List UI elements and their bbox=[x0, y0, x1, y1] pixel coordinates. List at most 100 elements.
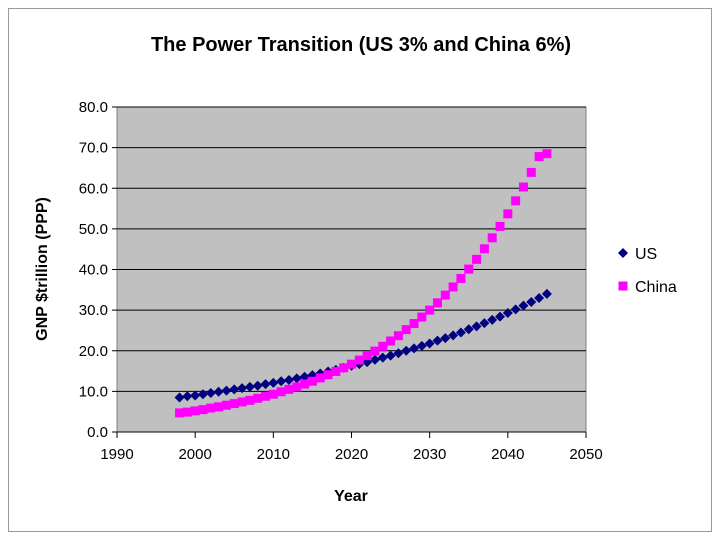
legend-label-china: China bbox=[635, 279, 677, 296]
data-point-us bbox=[174, 392, 185, 403]
data-point-us bbox=[276, 376, 287, 387]
data-point-china bbox=[354, 355, 364, 365]
data-point-us bbox=[369, 354, 380, 365]
data-point-china bbox=[495, 221, 505, 231]
x-axis: 1990 2000 2010 2020 2030 2040 2050 bbox=[100, 431, 603, 463]
data-point-china bbox=[245, 395, 255, 405]
data-point-china bbox=[386, 336, 396, 346]
data-point-china bbox=[237, 397, 247, 407]
y-axis: 0.0 10.0 20.0 30.0 40.0 50.0 60.0 70.0 80.0 bbox=[79, 99, 117, 441]
y-tick-label: 40.0 bbox=[79, 262, 108, 279]
data-point-us bbox=[416, 340, 427, 351]
data-point-us bbox=[432, 335, 443, 346]
chart-title: The Power Transition (US 3% and China 6%… bbox=[151, 34, 571, 56]
y-tick-label: 30.0 bbox=[79, 302, 108, 319]
data-point-china bbox=[300, 379, 310, 389]
data-point-china bbox=[347, 359, 356, 369]
data-point-us bbox=[534, 292, 545, 303]
data-point-us bbox=[221, 385, 232, 396]
data-point-us bbox=[229, 384, 240, 395]
data-point-us bbox=[213, 386, 224, 397]
y-tick-label: 10.0 bbox=[79, 383, 108, 400]
data-point-china bbox=[362, 351, 372, 361]
data-point-us bbox=[455, 327, 466, 338]
y-tick-label: 0.0 bbox=[87, 424, 108, 441]
x-tick-label: 2020 bbox=[335, 446, 368, 463]
x-axis-title: Year bbox=[334, 488, 368, 505]
data-point-china bbox=[261, 391, 271, 401]
data-point-china bbox=[370, 346, 380, 356]
data-point-us bbox=[440, 333, 451, 344]
y-tick-label: 50.0 bbox=[79, 221, 108, 238]
data-point-us bbox=[260, 379, 271, 390]
chart-svg: The Power Transition (US 3% and China 6%… bbox=[34, 34, 677, 505]
data-point-china bbox=[401, 325, 411, 335]
x-tick-label: 2050 bbox=[569, 446, 602, 463]
data-point-china bbox=[448, 282, 458, 292]
data-point-china bbox=[378, 341, 388, 351]
data-point-us bbox=[463, 324, 474, 335]
data-point-china bbox=[464, 264, 474, 274]
legend-marker-china bbox=[618, 281, 628, 291]
data-point-us bbox=[526, 297, 537, 307]
data-point-china bbox=[511, 196, 521, 206]
data-point-china bbox=[198, 405, 208, 415]
y-tick-label: 60.0 bbox=[79, 180, 108, 197]
chart-frame: The Power Transition (US 3% and China 6%… bbox=[8, 8, 712, 532]
y-axis-title: GNP $trillion (PPP) bbox=[34, 197, 51, 341]
data-point-china bbox=[331, 366, 341, 376]
y-tick-label: 70.0 bbox=[79, 140, 108, 157]
data-point-us bbox=[237, 383, 248, 394]
data-point-china bbox=[182, 407, 192, 417]
data-point-china bbox=[425, 305, 435, 315]
y-tick-label: 80.0 bbox=[79, 99, 108, 116]
data-point-china bbox=[190, 406, 200, 416]
data-point-china bbox=[542, 149, 552, 159]
data-point-china bbox=[292, 382, 302, 392]
legend-marker-us bbox=[618, 248, 628, 258]
data-point-us bbox=[283, 375, 294, 385]
data-series bbox=[174, 149, 552, 418]
data-point-us bbox=[510, 304, 521, 315]
data-point-us bbox=[393, 348, 404, 359]
data-point-us bbox=[518, 300, 529, 311]
x-tick-label: 2030 bbox=[413, 446, 446, 463]
data-point-china bbox=[534, 152, 544, 162]
data-point-us bbox=[299, 371, 310, 382]
y-tick-label: 20.0 bbox=[79, 343, 108, 360]
data-point-us bbox=[190, 390, 201, 401]
x-tick-label: 2040 bbox=[491, 446, 524, 463]
data-point-us bbox=[252, 380, 263, 391]
data-point-us bbox=[268, 377, 279, 388]
legend-label-us: US bbox=[635, 246, 657, 263]
data-point-us bbox=[541, 288, 552, 299]
data-point-china bbox=[214, 402, 224, 412]
data-point-china bbox=[307, 376, 317, 386]
data-point-us bbox=[424, 338, 435, 349]
data-point-china bbox=[518, 182, 528, 192]
data-point-china bbox=[253, 393, 263, 403]
x-tick-label: 2010 bbox=[257, 446, 290, 463]
data-point-china bbox=[268, 389, 278, 399]
data-point-china bbox=[284, 384, 294, 394]
data-point-china bbox=[206, 403, 216, 413]
x-tick-label: 1990 bbox=[100, 446, 133, 463]
data-point-us bbox=[448, 330, 459, 341]
data-point-china bbox=[526, 167, 536, 177]
data-point-china bbox=[503, 209, 513, 219]
data-point-china bbox=[276, 387, 286, 397]
data-point-us bbox=[197, 389, 208, 400]
data-point-us bbox=[401, 345, 412, 356]
data-point-china bbox=[229, 399, 239, 409]
data-point-china bbox=[339, 363, 349, 373]
data-point-us bbox=[205, 388, 216, 398]
data-point-china bbox=[487, 233, 497, 243]
data-point-china bbox=[393, 331, 403, 341]
data-point-us bbox=[409, 343, 420, 354]
data-point-us bbox=[377, 352, 388, 363]
data-point-china bbox=[456, 273, 466, 283]
data-point-us bbox=[502, 307, 513, 318]
data-point-china bbox=[432, 298, 442, 308]
legend: US China bbox=[618, 246, 677, 296]
data-point-us bbox=[471, 321, 482, 332]
